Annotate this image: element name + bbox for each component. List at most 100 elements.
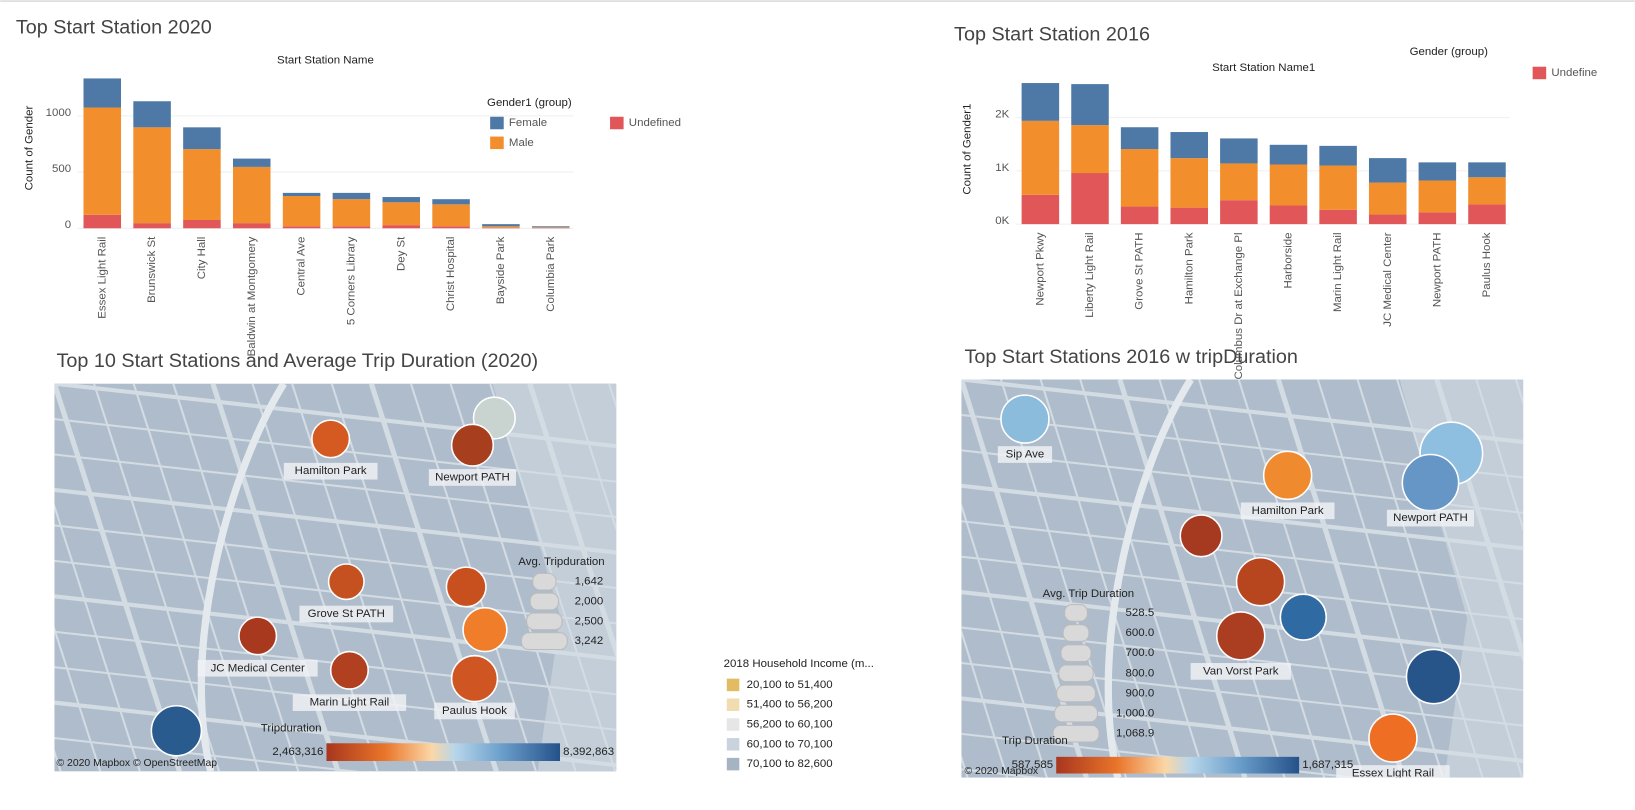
bar-segment — [1220, 200, 1258, 225]
size-legend-shape — [532, 572, 557, 591]
map-marker — [238, 616, 278, 656]
size-legend-shape — [526, 612, 563, 631]
map-road — [54, 737, 364, 772]
size-legend-label: 2,500 — [575, 615, 604, 627]
map-label: Van Vorst Park — [1203, 665, 1279, 677]
bar-segment — [232, 166, 271, 224]
map-road — [54, 453, 617, 519]
x-tick-label: Newport Pkwy — [1034, 232, 1046, 305]
map-label-bg — [434, 702, 515, 720]
map-road — [1514, 379, 1524, 407]
bar-segment — [83, 214, 122, 229]
map-label-bg — [1190, 663, 1291, 680]
y-tick-label: 1K — [995, 162, 1009, 174]
map-marker — [1368, 713, 1418, 763]
legend-label: Male — [509, 137, 534, 149]
bar-segment — [1269, 144, 1308, 165]
x-tick-label: Newport PATH — [1431, 232, 1443, 307]
map-label: JC Medical Center — [211, 662, 305, 674]
bar-segment — [1220, 163, 1258, 201]
bar-segment — [1170, 158, 1209, 208]
bar-segment — [1071, 125, 1109, 174]
income-legend-label: 20,100 to 51,400 — [747, 679, 833, 691]
map-road — [649, 384, 774, 772]
bar-segment — [1319, 209, 1357, 225]
y-tick-label: 500 — [52, 163, 71, 175]
map-road — [1316, 379, 1444, 778]
bar-segment — [183, 149, 221, 220]
bar-segment — [282, 192, 321, 197]
bar-segment — [1368, 158, 1407, 183]
legend-swatch — [610, 116, 624, 130]
size-legend-label: 900.0 — [1126, 687, 1155, 699]
color-legend-min: 587,585 — [1012, 759, 1053, 771]
x-tick-label: Hamilton Park — [1183, 232, 1195, 304]
map-attribution: © 2020 Mapbox © OpenStreetMap — [56, 758, 217, 769]
x-axis-title: Start Station Name1 — [1212, 62, 1315, 74]
x-tick-label: Essex Light Rail — [96, 237, 108, 319]
map-road — [961, 502, 1048, 778]
map-label-bg — [1336, 765, 1450, 778]
map-road — [999, 379, 1128, 778]
x-tick-label: JC Medical Center — [1382, 232, 1394, 326]
bar-segment — [1170, 132, 1209, 159]
color-legend-ramp — [326, 743, 561, 762]
map-road — [1158, 379, 1286, 778]
bar-segment — [531, 226, 570, 228]
bar-segment — [1071, 173, 1109, 225]
bar-segment — [482, 224, 520, 227]
size-legend-label: 528.5 — [1126, 607, 1155, 619]
bar-segment — [482, 226, 520, 228]
size-legend-shape — [1060, 644, 1092, 663]
map-road — [54, 503, 141, 772]
x-axis-title: Start Station Name — [277, 54, 374, 66]
map-highway — [1104, 379, 1194, 778]
map-road — [1079, 379, 1207, 778]
bar-segment — [332, 192, 371, 200]
map-label-bg — [1240, 502, 1335, 520]
color-legend-title: Tripduration — [261, 723, 322, 735]
map-marker — [462, 606, 508, 653]
bar-segment — [382, 225, 421, 229]
map-road — [1237, 379, 1365, 778]
y-tick-label: 2K — [995, 109, 1009, 121]
bar-segment — [432, 199, 470, 205]
bar-segment — [1368, 182, 1407, 215]
y-axis-title: Count of Gender1 — [962, 104, 974, 195]
x-tick-label: Columbia Park — [545, 236, 557, 311]
bar-segment — [1269, 164, 1308, 206]
map-road — [54, 524, 617, 589]
map-attribution: © 2020 Mapbox — [964, 766, 1038, 777]
income-legend-title: 2018 Household Income (m... — [724, 658, 874, 670]
color-legend-title: Trip Duration — [1002, 735, 1068, 747]
legend-swatch — [490, 136, 504, 150]
map-marker — [150, 704, 203, 757]
color-legend-max: 8,392,863 — [563, 746, 614, 758]
map-label: Sip Ave — [1006, 449, 1045, 461]
size-legend-shape — [520, 632, 568, 650]
map-road — [961, 754, 969, 778]
bar-segment — [332, 226, 371, 229]
x-tick-label: Christ Hospital — [445, 237, 457, 311]
bar-segment — [282, 196, 321, 227]
map-road — [54, 748, 62, 772]
size-legend-label: 1,068.9 — [1116, 728, 1154, 740]
map-title: Top Start Stations 2016 w tripDuration — [964, 346, 1297, 368]
map-marker — [311, 419, 351, 459]
map-road — [1475, 379, 1524, 533]
map-road — [54, 487, 617, 555]
bar-segment — [1021, 83, 1060, 121]
bar-segment — [1269, 205, 1308, 225]
y-axis-title: Count of Gender — [23, 106, 35, 191]
map-marker — [1401, 453, 1460, 512]
x-tick-label: Bayside Park — [495, 236, 507, 304]
income-legend-swatch — [726, 718, 740, 731]
map-road — [688, 384, 813, 772]
map-road — [1356, 379, 1484, 778]
bar-segment — [1468, 177, 1506, 205]
size-legend-label: 600.0 — [1126, 627, 1155, 639]
bar-segment — [1418, 212, 1457, 225]
bar-segment — [382, 202, 421, 226]
map-road — [961, 520, 1524, 585]
color-legend-ramp — [1056, 756, 1300, 774]
